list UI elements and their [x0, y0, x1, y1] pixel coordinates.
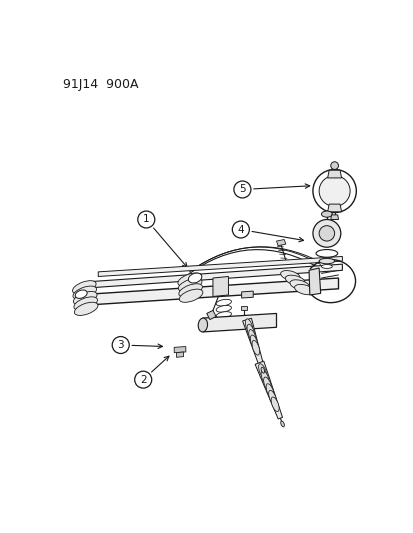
Ellipse shape	[285, 275, 304, 286]
Circle shape	[330, 161, 338, 169]
Polygon shape	[86, 264, 342, 288]
Ellipse shape	[72, 281, 96, 294]
Circle shape	[318, 175, 349, 206]
Ellipse shape	[320, 211, 332, 217]
Ellipse shape	[294, 285, 313, 295]
Polygon shape	[327, 204, 341, 212]
Text: 5: 5	[239, 184, 245, 195]
Ellipse shape	[318, 259, 334, 264]
Ellipse shape	[188, 273, 202, 283]
Ellipse shape	[268, 390, 276, 405]
Text: 1: 1	[142, 214, 149, 224]
Polygon shape	[241, 291, 253, 298]
Text: 4: 4	[237, 224, 244, 235]
Polygon shape	[254, 361, 282, 419]
Circle shape	[138, 211, 154, 228]
Text: 3: 3	[117, 340, 124, 350]
Ellipse shape	[73, 286, 96, 299]
Polygon shape	[174, 346, 185, 353]
Ellipse shape	[216, 305, 231, 312]
Ellipse shape	[261, 367, 264, 373]
Ellipse shape	[75, 290, 87, 298]
Ellipse shape	[216, 312, 231, 318]
Ellipse shape	[280, 271, 299, 281]
Ellipse shape	[261, 370, 268, 385]
Polygon shape	[330, 215, 338, 220]
Ellipse shape	[74, 302, 98, 316]
Polygon shape	[76, 278, 338, 306]
Circle shape	[233, 181, 250, 198]
Ellipse shape	[271, 397, 278, 411]
Ellipse shape	[289, 280, 309, 290]
Ellipse shape	[250, 335, 257, 350]
Ellipse shape	[178, 284, 202, 297]
Circle shape	[312, 220, 340, 247]
Polygon shape	[327, 170, 341, 178]
Ellipse shape	[320, 264, 332, 269]
Ellipse shape	[198, 318, 207, 332]
Circle shape	[112, 336, 129, 353]
Ellipse shape	[216, 300, 231, 306]
Circle shape	[312, 169, 356, 213]
Text: 91J14  900A: 91J14 900A	[62, 78, 138, 91]
Circle shape	[318, 225, 334, 241]
Polygon shape	[206, 310, 216, 320]
Ellipse shape	[280, 421, 284, 427]
Ellipse shape	[179, 289, 202, 302]
Polygon shape	[242, 318, 263, 365]
Polygon shape	[176, 352, 183, 357]
Ellipse shape	[216, 318, 231, 325]
Ellipse shape	[247, 324, 254, 339]
Ellipse shape	[178, 273, 201, 286]
Polygon shape	[202, 313, 276, 332]
Ellipse shape	[315, 249, 337, 257]
Circle shape	[134, 371, 151, 388]
Polygon shape	[240, 306, 247, 310]
Ellipse shape	[266, 384, 273, 398]
Ellipse shape	[245, 319, 252, 334]
Polygon shape	[308, 268, 320, 295]
Polygon shape	[212, 277, 228, 296]
Ellipse shape	[178, 278, 202, 292]
Circle shape	[232, 221, 249, 238]
Ellipse shape	[252, 341, 259, 355]
Ellipse shape	[248, 329, 256, 344]
Ellipse shape	[263, 377, 271, 392]
Text: 2: 2	[140, 375, 146, 385]
Polygon shape	[276, 239, 285, 246]
Polygon shape	[98, 256, 342, 277]
Ellipse shape	[74, 297, 97, 310]
Ellipse shape	[258, 364, 266, 378]
Ellipse shape	[73, 292, 97, 305]
